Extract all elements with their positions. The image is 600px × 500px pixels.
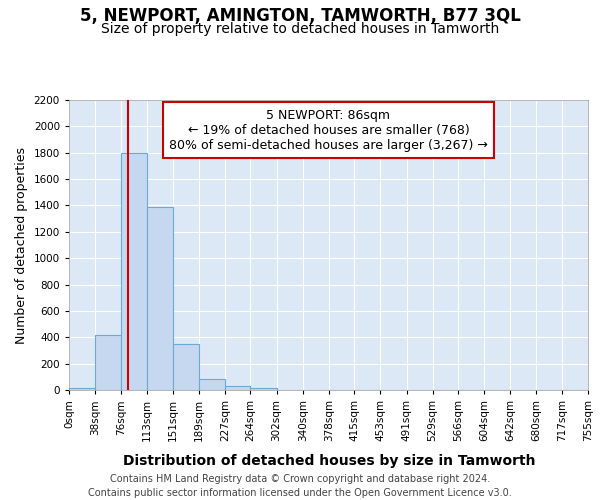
Bar xyxy=(173,344,199,390)
Bar xyxy=(121,152,146,390)
Text: 5 NEWPORT: 86sqm
← 19% of detached houses are smaller (768)
80% of semi-detached: 5 NEWPORT: 86sqm ← 19% of detached house… xyxy=(169,108,488,152)
Text: Size of property relative to detached houses in Tamworth: Size of property relative to detached ho… xyxy=(101,22,499,36)
Y-axis label: Number of detached properties: Number of detached properties xyxy=(15,146,28,344)
Bar xyxy=(250,388,277,390)
Bar xyxy=(225,386,250,390)
Bar xyxy=(95,334,121,390)
Bar xyxy=(69,388,95,390)
Bar xyxy=(199,380,225,390)
Bar xyxy=(146,207,173,390)
Text: Contains HM Land Registry data © Crown copyright and database right 2024.
Contai: Contains HM Land Registry data © Crown c… xyxy=(88,474,512,498)
Text: Distribution of detached houses by size in Tamworth: Distribution of detached houses by size … xyxy=(122,454,535,468)
Text: 5, NEWPORT, AMINGTON, TAMWORTH, B77 3QL: 5, NEWPORT, AMINGTON, TAMWORTH, B77 3QL xyxy=(80,8,520,26)
